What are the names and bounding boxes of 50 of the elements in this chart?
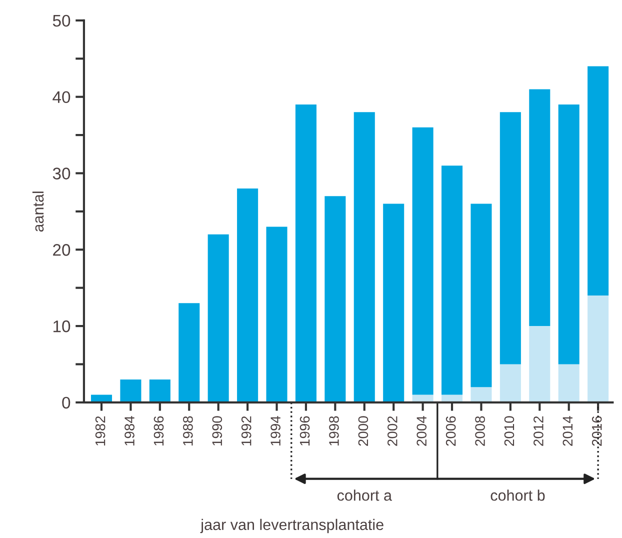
x-tick-label: 2008 [475, 416, 485, 446]
x-axis-title: jaar van levertransplantatie [200, 518, 384, 534]
x-tick-label: 2010 [504, 416, 514, 446]
x-tick-label: 1982 [95, 416, 106, 446]
y-axis-title: aantal [32, 192, 44, 232]
x-tick-label: 1988 [183, 416, 193, 446]
x-tick-label: 2006 [446, 416, 456, 446]
bar [558, 104, 580, 364]
y-tick-label: 20 [53, 244, 70, 256]
bar [178, 303, 200, 402]
x-tick-label: 1990 [212, 416, 222, 446]
bar [208, 234, 229, 402]
bar [588, 295, 609, 402]
x-tick-label: 2002 [387, 416, 398, 446]
bar [120, 380, 142, 402]
text: cohort b [490, 490, 545, 501]
bar [149, 380, 170, 402]
x-tick-label: 2000 [358, 416, 368, 446]
x-tick-label: 1998 [329, 416, 339, 446]
x-tick-label: 2004 [416, 416, 427, 446]
y-tick-label: 40 [52, 91, 70, 104]
x-tick-label: 2012 [534, 416, 544, 446]
text: cohort a [337, 490, 392, 501]
bar [500, 364, 521, 402]
bar [529, 326, 550, 402]
x-tick-label: 1996 [300, 416, 310, 446]
y-tick-label: 0 [62, 396, 70, 409]
bar [442, 166, 463, 395]
bar [266, 226, 288, 402]
y-tick-label: 50 [52, 14, 70, 27]
bar [558, 364, 580, 402]
x-tick-label: 2014 [562, 416, 573, 446]
bar [354, 112, 375, 402]
x-tick-label: 1986 [154, 416, 164, 446]
y-tick-label: 10 [54, 320, 70, 332]
y-tick-label: 30 [52, 168, 70, 180]
bar [412, 127, 434, 395]
x-tick-label: 2016 [592, 416, 602, 446]
bar [324, 196, 346, 402]
bar [470, 204, 492, 388]
x-tick-label: 1984 [124, 416, 134, 446]
bar [295, 104, 316, 402]
bar [237, 188, 258, 402]
x-tick-label: 1994 [270, 416, 280, 446]
x-tick-label: 1992 [241, 416, 252, 446]
bar [383, 204, 404, 402]
bar [588, 66, 609, 296]
bar [500, 112, 521, 364]
bar [529, 89, 550, 326]
bar [470, 387, 492, 402]
